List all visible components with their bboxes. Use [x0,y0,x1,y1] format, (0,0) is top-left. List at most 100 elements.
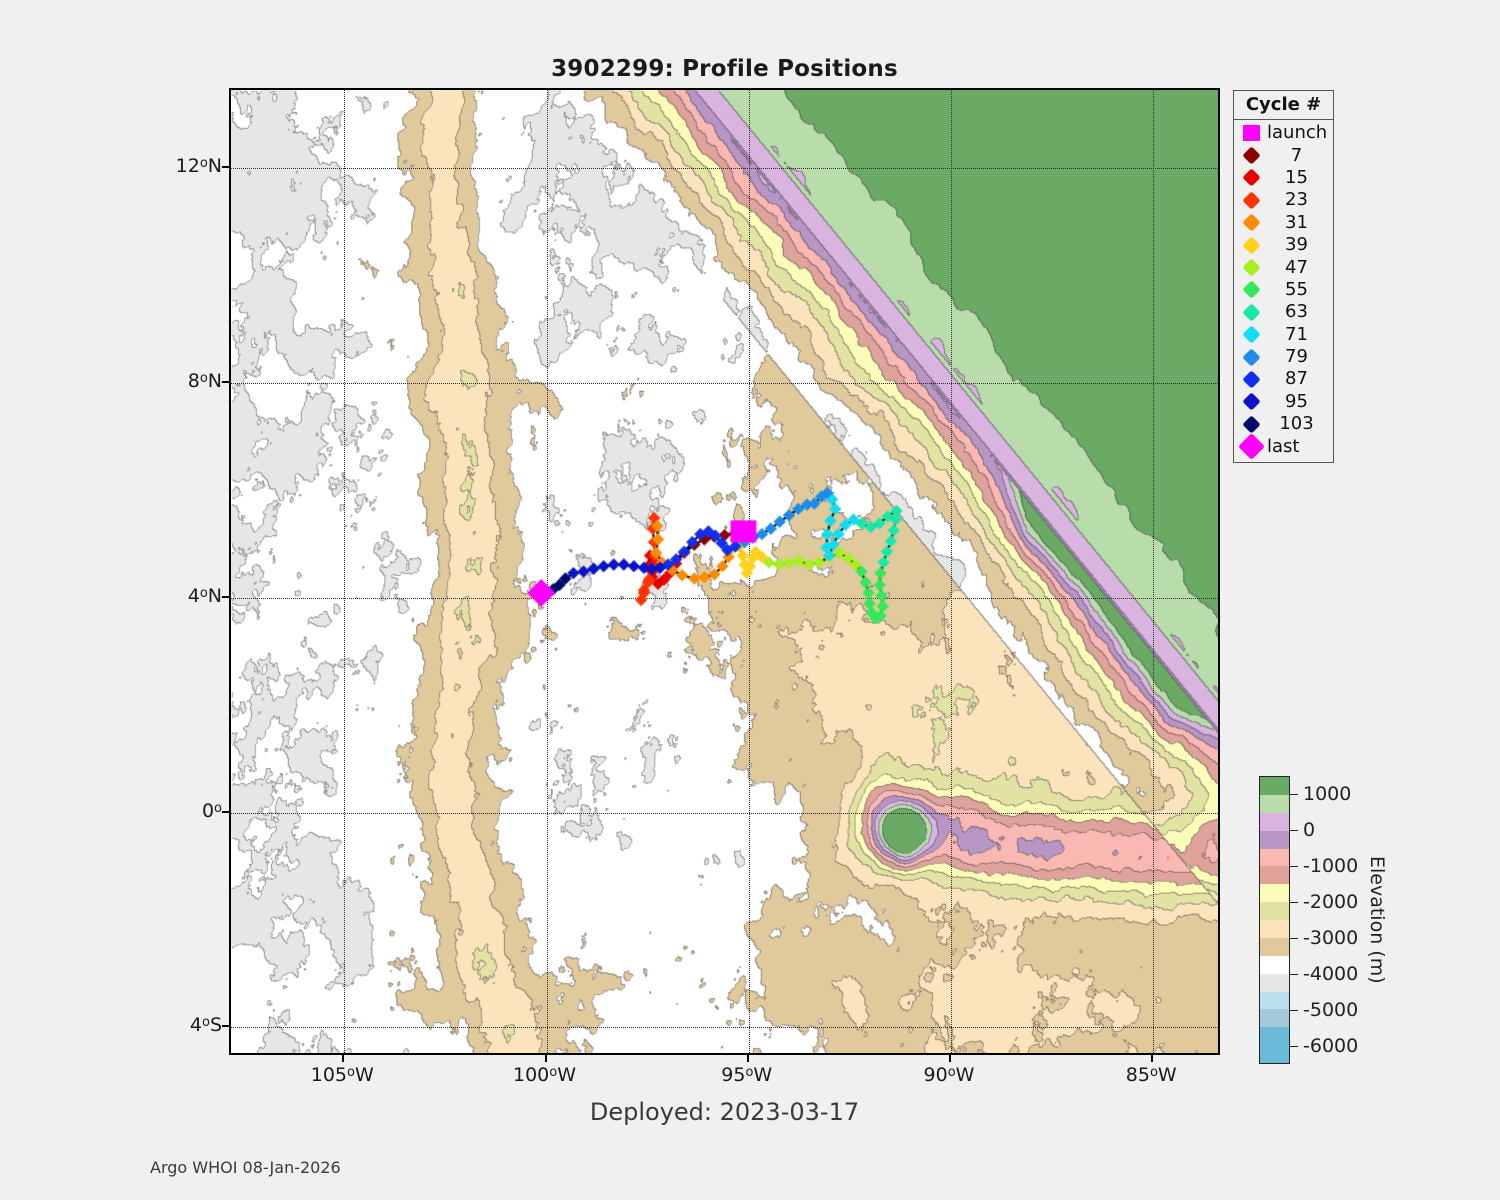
cycle-marker-103 [1238,413,1264,435]
cycle-legend-label: launch [1267,122,1328,144]
cycle-legend-label: 39 [1285,234,1308,256]
colorbar-tick [1290,794,1298,795]
cycle-marker-95 [1238,391,1264,413]
cycle-legend-label: 63 [1285,301,1308,323]
cycle-marker-55 [1238,279,1264,301]
cycle-legend-title: Cycle # [1234,91,1333,120]
cycle-marker-47 [1238,257,1264,279]
y-axis-tick [222,380,229,383]
colorbar-tick-label: 0 [1303,819,1316,841]
credit-label: Argo WHOI 08-Jan-2026 [150,1158,341,1177]
colorbar-axis-title-text: Elevation (m) [1366,856,1388,984]
cycle-legend-row[interactable]: 39 [1234,234,1333,256]
y-axis-tick-label: 0o [201,799,222,822]
colorbar-tick-label: -4000 [1303,963,1359,985]
y-axis-tick-label: 8oN [187,369,222,392]
cycle-marker-7 [1238,145,1264,167]
colorbar-band [1260,777,1289,795]
cycle-legend-row[interactable]: 31 [1234,212,1333,234]
colorbar-tick-label: -2000 [1303,891,1359,913]
map-axes[interactable] [229,88,1220,1055]
deployed-caption: Deployed: 2023-03-17 [589,1098,860,1126]
colorbar-band [1260,1027,1289,1046]
colorbar-band [1260,1045,1289,1063]
cycle-marker-launch [1238,122,1264,144]
colorbar-band [1260,991,1289,1010]
y-axis-tick [222,595,229,598]
cycle-marker-15 [1238,167,1264,189]
cycle-legend[interactable]: Cycle # launch 7 15 23 31 39 47 55 63 71 79 87 95 103… [1233,90,1334,463]
x-axis-tick [948,1055,951,1062]
colorbar-band [1260,937,1289,956]
colorbar-band [1260,830,1289,849]
cycle-legend-label: 23 [1285,189,1308,211]
x-axis-tick-label: 90oW [923,1064,975,1086]
y-axis-tick-label: 4oN [187,584,222,607]
cycle-legend-row[interactable]: 63 [1234,301,1333,323]
cycle-legend-row[interactable]: 87 [1234,368,1333,390]
cycle-legend-label: 47 [1285,256,1308,278]
cycle-legend-label: 103 [1279,413,1314,435]
colorbar-tick [1290,1046,1298,1047]
cycle-legend-row[interactable]: 15 [1234,167,1333,189]
cycle-legend-row[interactable]: 55 [1234,279,1333,301]
x-axis-tick-label: 95oW [721,1064,773,1086]
colorbar-axis-title: Elevation (m) [1366,776,1388,1064]
y-axis-tick [222,1025,229,1028]
cycle-legend-row[interactable]: 79 [1234,346,1333,368]
colorbar-tick-label: -6000 [1303,1035,1359,1057]
cycle-marker-39 [1238,234,1264,256]
y-axis-tick [222,165,229,168]
cycle-legend-label: 55 [1285,278,1308,300]
x-axis-tick [1151,1055,1154,1062]
x-axis-tick-label: 100oW [512,1064,577,1086]
colorbar-bands [1259,776,1290,1064]
x-axis-tick-label: 85oW [1125,1064,1177,1086]
cycle-legend-items: launch 7 15 23 31 39 47 55 63 71 79 87 95 103 last [1234,120,1333,462]
cycle-marker-23 [1238,189,1264,211]
x-axis-tick-label: 105oW [310,1064,374,1086]
cycle-legend-row[interactable]: last [1234,433,1333,461]
colorbar-band [1260,973,1289,992]
cycle-legend-label: last [1267,435,1300,457]
cycle-legend-label: 15 [1285,166,1308,188]
x-axis-tick [746,1055,749,1062]
cycle-legend-row[interactable]: 103 [1234,413,1333,435]
colorbar-band [1260,866,1289,885]
cycle-marker-63 [1238,301,1264,323]
cycle-legend-row[interactable]: 23 [1234,189,1333,211]
cycle-marker-79 [1238,346,1264,368]
colorbar-band [1260,794,1289,813]
cycle-legend-label: 87 [1285,368,1308,390]
y-axis-tick [222,810,229,813]
y-axis-tick-label: 12oN [175,154,222,177]
colorbar-tick [1290,902,1298,903]
colorbar-band [1260,920,1289,938]
y-axis-tick-label: 4oS [189,1014,222,1037]
colorbar-tick [1290,938,1298,939]
elevation-colorbar[interactable] [1259,776,1290,1064]
cycle-legend-label: 31 [1285,211,1308,233]
cycle-legend-row[interactable]: 47 [1234,256,1333,278]
colorbar-tick-label: -3000 [1303,927,1359,949]
cycle-marker-31 [1238,212,1264,234]
cycle-legend-label: 79 [1285,346,1308,368]
cycle-legend-row[interactable]: 71 [1234,324,1333,346]
colorbar-tick-label: -1000 [1303,855,1359,877]
cycle-legend-row[interactable]: launch [1234,122,1333,144]
float-trajectory-overlay [231,90,1218,1053]
colorbar-tick [1290,866,1298,867]
cycle-legend-label: 71 [1285,323,1308,345]
colorbar-band [1260,848,1289,867]
colorbar-tick-label: 1000 [1303,783,1352,805]
colorbar-tick-label: -5000 [1303,999,1359,1021]
page-title: 3902299: Profile Positions [551,56,898,82]
cycle-legend-label: 7 [1290,144,1303,166]
colorbar-band [1260,812,1289,831]
cycle-marker-87 [1238,368,1264,390]
colorbar-tick [1290,830,1298,831]
colorbar-band [1260,1009,1289,1028]
cycle-legend-row[interactable]: 7 [1234,144,1333,166]
cycle-legend-row[interactable]: 95 [1234,391,1333,413]
